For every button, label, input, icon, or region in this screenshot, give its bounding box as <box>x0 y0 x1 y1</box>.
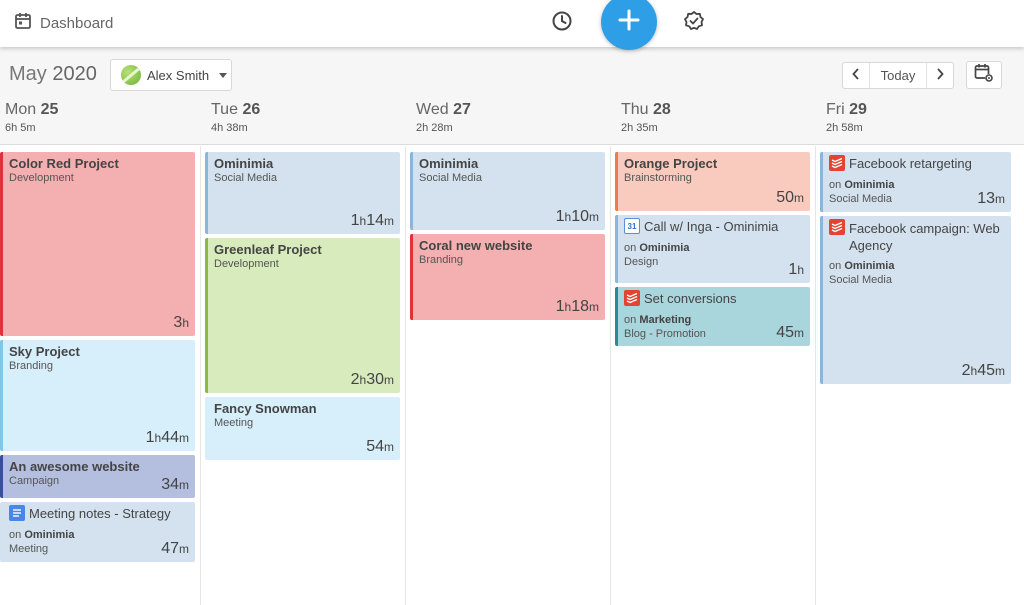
event-card[interactable]: Meeting notes - Strategy on Ominimia Mee… <box>0 502 195 562</box>
week-navigation: Today <box>842 62 954 89</box>
day-header-thu: Thu 28 2h 35m <box>621 101 671 134</box>
todoist-icon <box>624 290 640 306</box>
user-dropdown[interactable]: Alex Smith <box>110 59 232 91</box>
dashboard-link[interactable]: Dashboard <box>14 12 113 34</box>
todoist-icon <box>829 155 845 171</box>
today-button[interactable]: Today <box>869 63 927 88</box>
check-badge-icon <box>683 10 705 37</box>
event-card[interactable]: Set conversions on Marketing Blog - Prom… <box>615 287 810 346</box>
event-card[interactable]: An awesome website Campaign 34m <box>0 455 195 498</box>
chevron-down-icon <box>219 72 228 78</box>
calendar-icon <box>14 12 32 34</box>
day-header-tue: Tue 26 4h 38m <box>211 101 261 134</box>
event-card[interactable]: Coral new website Branding 1h18m <box>410 234 605 320</box>
event-card[interactable]: Facebook campaign: Web Agency on Ominimi… <box>820 216 1011 384</box>
add-entry-button[interactable] <box>601 0 657 50</box>
day-total: 6h 5m <box>5 122 36 134</box>
google-docs-icon <box>9 505 25 521</box>
day-header-fri: Fri 29 2h 58m <box>826 101 867 134</box>
day-header-wed: Wed 27 2h 28m <box>416 101 471 134</box>
event-card[interactable]: Color Red Project Development 3h <box>0 152 195 336</box>
month-title: May 2020 <box>9 63 97 85</box>
event-card[interactable]: Sky Project Branding 1h44m <box>0 340 195 451</box>
top-bar: Dashboard <box>0 0 1024 50</box>
todoist-icon <box>829 219 845 235</box>
column-divider <box>815 146 816 605</box>
timer-button[interactable] <box>549 10 575 36</box>
event-card[interactable]: Orange Project Brainstorming 50m <box>615 152 810 211</box>
avatar <box>121 65 141 85</box>
prev-week-button[interactable] <box>843 63 869 88</box>
next-week-button[interactable] <box>927 63 953 88</box>
dashboard-label: Dashboard <box>40 14 114 32</box>
tasks-button[interactable] <box>681 10 707 36</box>
event-card[interactable]: Fancy Snowman Meeting 54m <box>205 397 400 460</box>
user-name: Alex Smith <box>147 67 210 83</box>
google-calendar-icon: 31 <box>624 218 640 234</box>
clock-icon <box>551 10 573 37</box>
calendar-header: May 2020 Alex Smith Today Mon 25 6h 5m T… <box>0 47 1024 145</box>
chevron-right-icon <box>936 68 944 83</box>
event-card[interactable]: Greenleaf Project Development 2h30m <box>205 238 400 393</box>
day-total: 2h 58m <box>826 122 863 134</box>
plus-icon <box>618 9 640 36</box>
chevron-left-icon <box>852 68 860 83</box>
column-divider <box>610 146 611 605</box>
column-divider <box>405 146 406 605</box>
day-total: 2h 35m <box>621 122 658 134</box>
column-divider <box>200 146 201 605</box>
event-card[interactable]: Ominimia Social Media 1h14m <box>205 152 400 234</box>
event-card[interactable]: 31 Call w/ Inga - Ominimia on Ominimia D… <box>615 215 810 283</box>
day-total: 2h 28m <box>416 122 453 134</box>
day-header-mon: Mon 25 6h 5m <box>5 101 59 134</box>
event-card[interactable]: Facebook retargeting on Ominimia Social … <box>820 152 1011 212</box>
event-card[interactable]: Ominimia Social Media 1h10m <box>410 152 605 230</box>
day-total: 4h 38m <box>211 122 248 134</box>
calendar-settings-button[interactable] <box>966 61 1002 89</box>
calendar-gear-icon <box>974 63 994 88</box>
